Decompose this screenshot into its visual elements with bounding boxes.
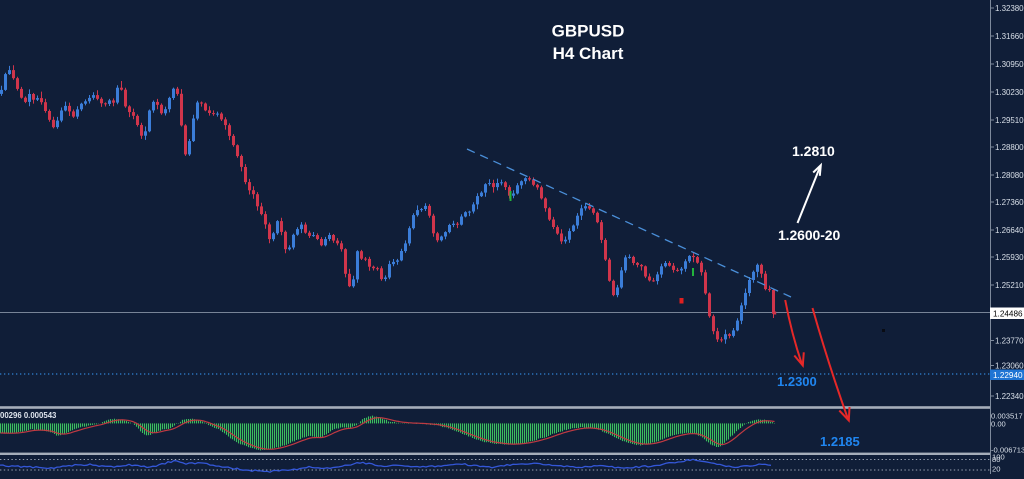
svg-text:-0.006713: -0.006713 bbox=[991, 446, 1024, 455]
svg-text:1.30950: 1.30950 bbox=[995, 60, 1024, 69]
svg-text:1.28800: 1.28800 bbox=[995, 143, 1024, 152]
svg-text:1.28080: 1.28080 bbox=[995, 171, 1024, 180]
svg-text:00296 0.000543: 00296 0.000543 bbox=[0, 411, 57, 420]
svg-text:1.27360: 1.27360 bbox=[995, 198, 1024, 207]
svg-text:1.2300: 1.2300 bbox=[777, 374, 817, 389]
svg-text:80: 80 bbox=[992, 455, 1000, 464]
svg-text:GBPUSD: GBPUSD bbox=[552, 22, 625, 41]
svg-text:0.003517: 0.003517 bbox=[991, 412, 1023, 421]
svg-text:1.30230: 1.30230 bbox=[995, 88, 1024, 97]
svg-text:1.29510: 1.29510 bbox=[995, 116, 1024, 125]
svg-text:1.22340: 1.22340 bbox=[995, 392, 1024, 401]
svg-text:1.2810: 1.2810 bbox=[792, 143, 835, 159]
svg-text:H4 Chart: H4 Chart bbox=[553, 44, 624, 63]
svg-text:1.26640: 1.26640 bbox=[995, 226, 1024, 235]
svg-text:1.23770: 1.23770 bbox=[995, 337, 1024, 346]
svg-text:1.32380: 1.32380 bbox=[995, 4, 1024, 13]
svg-text:1.25930: 1.25930 bbox=[995, 253, 1024, 262]
svg-text:1.24486: 1.24486 bbox=[993, 310, 1023, 319]
svg-text:1.31660: 1.31660 bbox=[995, 32, 1024, 41]
svg-text:1.22940: 1.22940 bbox=[993, 371, 1023, 380]
svg-text:20: 20 bbox=[992, 465, 1000, 474]
svg-text:1.2600-20: 1.2600-20 bbox=[778, 227, 840, 243]
svg-text:100: 100 bbox=[992, 453, 1005, 462]
svg-text:0.00: 0.00 bbox=[991, 420, 1006, 429]
svg-text:1.23060: 1.23060 bbox=[995, 362, 1024, 371]
svg-text:1.25210: 1.25210 bbox=[995, 281, 1024, 290]
svg-text:1.2185: 1.2185 bbox=[820, 434, 860, 449]
